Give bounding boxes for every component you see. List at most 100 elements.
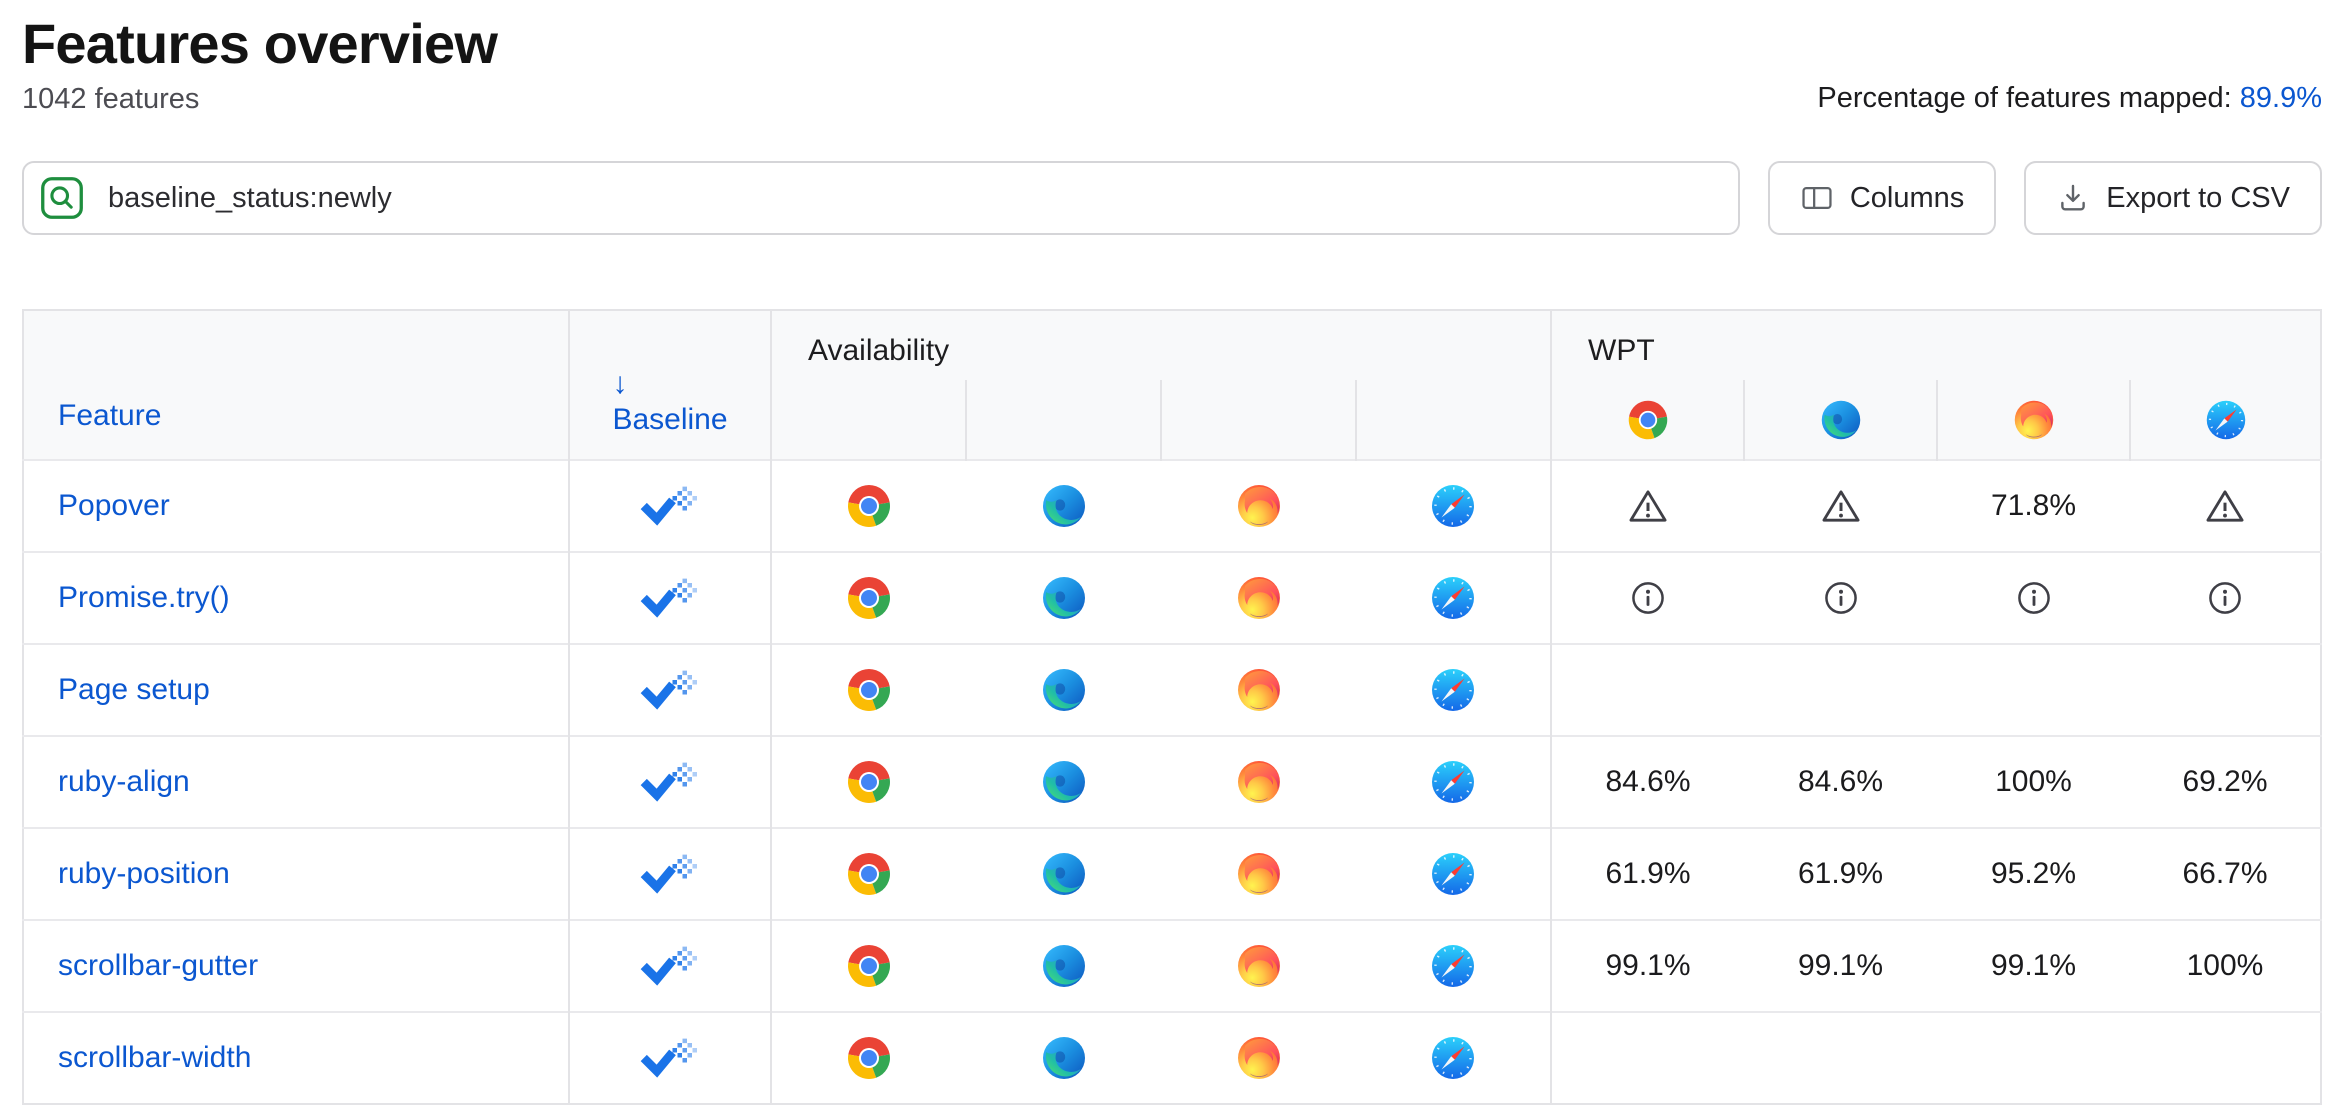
baseline-newly-icon	[640, 577, 700, 619]
chrome-icon	[845, 666, 893, 714]
wpt-score-cell	[2130, 459, 2321, 552]
wpt-score: 84.6%	[1605, 765, 1691, 798]
wpt-score-cell: 61.9%	[1744, 827, 1937, 920]
wpt-score-cell: 71.8%	[1937, 459, 2130, 552]
baseline-status-cell	[568, 827, 771, 920]
baseline-newly-icon	[640, 1037, 700, 1079]
wpt-safari-subheader	[2129, 380, 2321, 460]
column-header-baseline[interactable]: ↓ Baseline	[568, 310, 771, 460]
availability-cell	[1356, 551, 1551, 644]
wpt-score: 61.9%	[1605, 857, 1691, 890]
wpt-score-cell: 84.6%	[1550, 735, 1744, 828]
availability-cell	[1161, 551, 1356, 644]
availability-cell	[770, 735, 966, 828]
mapped-percentage-label: Percentage of features mapped:	[1817, 82, 2240, 114]
wpt-score-cell: 66.7%	[2130, 827, 2321, 920]
availability-safari-subheader	[1355, 380, 1551, 460]
wpt-score-cell	[1550, 1011, 1744, 1104]
sort-descending-icon: ↓	[612, 367, 628, 401]
availability-chrome-subheader	[770, 380, 966, 460]
wpt-score: 71.8%	[1990, 489, 2077, 522]
availability-cell	[770, 919, 966, 1012]
wpt-score: 61.9%	[1797, 857, 1884, 890]
wpt-score-cell	[1744, 1011, 1937, 1104]
info-icon	[2014, 578, 2054, 618]
firefox-icon	[1235, 1034, 1283, 1082]
wpt-score: 99.1%	[1797, 949, 1884, 982]
table-row: scrollbar-gutter 99.1% 99.1% 99.1% 100%	[23, 919, 2321, 1012]
availability-cell	[770, 551, 966, 644]
baseline-status-cell	[568, 643, 771, 736]
availability-cell	[1161, 919, 1356, 1012]
table-header: Feature ↓ Baseline Availability WPT	[23, 310, 2321, 460]
wpt-score-cell	[1937, 1011, 2130, 1104]
edge-icon	[1040, 942, 1088, 990]
wpt-score-cell	[2130, 1011, 2321, 1104]
feature-link[interactable]: Page setup	[58, 673, 210, 706]
feature-link[interactable]: ruby-align	[58, 765, 190, 798]
wpt-score: 100%	[1995, 765, 2072, 798]
chrome-icon	[845, 574, 893, 622]
edge-icon	[1040, 758, 1088, 806]
availability-firefox-subheader	[1160, 380, 1356, 460]
availability-cell	[966, 827, 1161, 920]
search-input-container[interactable]	[22, 161, 1740, 235]
safari-icon	[1429, 666, 1477, 714]
wpt-score-cell: 99.1%	[1744, 919, 1937, 1012]
availability-cell	[1161, 459, 1356, 552]
chrome-icon	[845, 758, 893, 806]
safari-icon	[1429, 1034, 1477, 1082]
wpt-score: 100%	[2186, 949, 2264, 982]
baseline-newly-icon	[640, 945, 700, 987]
column-header-baseline-label: Baseline	[612, 402, 728, 436]
feature-count: 1042 features	[22, 83, 200, 115]
availability-cell	[1356, 1011, 1551, 1104]
export-csv-button[interactable]: Export to CSV	[2024, 161, 2322, 235]
safari-icon	[1429, 850, 1477, 898]
edge-icon	[1040, 666, 1088, 714]
feature-link[interactable]: Promise.try()	[58, 581, 230, 614]
features-table-container: Feature ↓ Baseline Availability WPT	[22, 309, 2322, 1105]
availability-cell	[1356, 735, 1551, 828]
feature-link[interactable]: Popover	[58, 489, 170, 522]
feature-link[interactable]: scrollbar-width	[58, 1041, 252, 1074]
wpt-score-cell: 99.1%	[1550, 919, 1744, 1012]
chrome-icon	[845, 1034, 893, 1082]
table-row: Page setup	[23, 643, 2321, 736]
availability-cell	[770, 827, 966, 920]
availability-cell	[966, 643, 1161, 736]
columns-button-label: Columns	[1849, 181, 1965, 214]
warning-icon	[1628, 486, 1668, 526]
availability-cell	[1161, 735, 1356, 828]
feature-link[interactable]: ruby-position	[58, 857, 230, 890]
availability-cell	[966, 735, 1161, 828]
column-group-availability: Availability	[770, 310, 1551, 380]
search-input[interactable]	[100, 180, 1722, 216]
table-row: Promise.try()	[23, 551, 2321, 644]
features-table: Feature ↓ Baseline Availability WPT	[22, 309, 2322, 1105]
wpt-score-cell	[1550, 551, 1744, 644]
wpt-firefox-subheader	[1936, 380, 2130, 460]
availability-cell	[966, 919, 1161, 1012]
warning-icon	[2205, 486, 2245, 526]
columns-button[interactable]: Columns	[1767, 161, 1997, 235]
safari-icon	[1429, 758, 1477, 806]
mapped-percentage-link[interactable]: 89.9%	[2239, 82, 2322, 114]
wpt-score-cell: 100%	[2130, 919, 2321, 1012]
wpt-score-cell	[1550, 459, 1744, 552]
wpt-score-cell	[1744, 459, 1937, 552]
page-title: Features overview	[22, 12, 498, 75]
table-row: Popover 71.8%	[23, 459, 2321, 552]
availability-cell	[1356, 459, 1551, 552]
wpt-score: 99.1%	[1605, 949, 1691, 982]
column-header-feature[interactable]: Feature	[23, 310, 569, 460]
feature-link[interactable]: scrollbar-gutter	[58, 949, 259, 982]
baseline-status-cell	[568, 551, 771, 644]
availability-cell	[1161, 643, 1356, 736]
firefox-icon	[1235, 482, 1283, 530]
table-row: ruby-align 84.6% 84.6% 100% 69.2%	[23, 735, 2321, 828]
firefox-icon	[1235, 666, 1283, 714]
wpt-score-cell	[1744, 643, 1937, 736]
edge-icon	[1040, 1034, 1088, 1082]
